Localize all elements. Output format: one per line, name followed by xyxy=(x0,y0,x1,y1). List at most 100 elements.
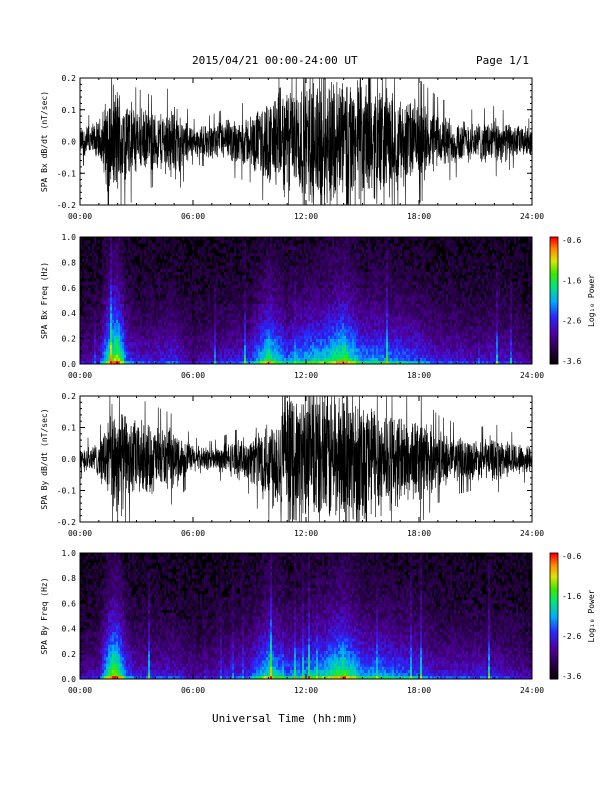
spectrogram-cell xyxy=(248,329,250,332)
spectrogram-cell xyxy=(134,351,136,354)
spectrogram-cell xyxy=(336,354,338,357)
spectrogram-cell xyxy=(262,313,264,316)
spectrogram-cell xyxy=(216,339,218,342)
spectrogram-cell xyxy=(130,278,132,281)
spectrogram-cell xyxy=(154,256,156,259)
spectrogram-cell xyxy=(276,253,278,256)
spectrogram-cell xyxy=(160,281,162,284)
spectrogram-cell xyxy=(304,297,306,300)
spectrogram-cell xyxy=(240,354,242,357)
spectrogram-cell xyxy=(320,291,322,294)
spectrogram-cell xyxy=(124,285,126,288)
spectrogram-cell xyxy=(312,262,314,265)
spectrogram-cell xyxy=(90,335,92,338)
spectrogram-cell xyxy=(156,253,158,256)
spectrogram-cell xyxy=(268,332,270,335)
spectrogram-cell xyxy=(300,354,302,357)
spectrogram-cell xyxy=(94,269,96,272)
spectrogram-cell xyxy=(212,253,214,256)
spectrogram-cell xyxy=(126,335,128,338)
spectrogram-cell xyxy=(98,326,100,329)
spectrogram-cell xyxy=(198,237,200,240)
spectrogram-cell xyxy=(256,304,258,307)
spectrogram-cell xyxy=(296,313,298,316)
spectrogram-cell xyxy=(86,297,88,300)
spectrogram-cell xyxy=(208,304,210,307)
spectrogram-cell xyxy=(160,345,162,348)
spectrogram-cell xyxy=(144,316,146,319)
spectrogram-cell xyxy=(120,262,122,265)
spectrogram-cell xyxy=(326,269,328,272)
spectrogram-cell xyxy=(148,339,150,342)
spectrogram-cell xyxy=(222,304,224,307)
spectrogram-cell xyxy=(198,247,200,250)
spectrogram-cell xyxy=(162,272,164,275)
spectrogram-cell xyxy=(272,335,274,338)
spectrogram-cell xyxy=(128,313,130,316)
spectrogram-cell xyxy=(290,256,292,259)
spectrogram-cell xyxy=(336,313,338,316)
spectrogram-cell xyxy=(322,332,324,335)
spectrogram-cell xyxy=(108,288,110,291)
spectrogram-cell xyxy=(134,332,136,335)
spectrogram-cell xyxy=(278,275,280,278)
spectrogram-cell xyxy=(102,326,104,329)
spectrogram-cell xyxy=(206,310,208,313)
spectrogram-cell xyxy=(338,288,340,291)
spectrogram-cell xyxy=(152,339,154,342)
spectrogram-cell xyxy=(194,288,196,291)
spectrogram-cell xyxy=(184,345,186,348)
spectrogram-cell xyxy=(256,269,258,272)
spectrogram-cell xyxy=(346,307,348,310)
spectrogram-cell xyxy=(134,358,136,361)
spectrogram-cell xyxy=(276,266,278,269)
spectrogram-cell xyxy=(154,301,156,304)
spectrogram-cell xyxy=(290,301,292,304)
spectrogram-cell xyxy=(324,332,326,335)
spectrogram-cell xyxy=(230,354,232,357)
spectrogram-cell xyxy=(128,326,130,329)
spectrogram-cell xyxy=(144,291,146,294)
spectrogram-cell xyxy=(190,332,192,335)
spectrogram-cell xyxy=(294,250,296,253)
spectrogram-cell xyxy=(222,342,224,345)
spectrogram-cell xyxy=(262,285,264,288)
spectrogram-cell xyxy=(182,332,184,335)
spectrogram-cell xyxy=(352,253,354,256)
spectrogram-cell xyxy=(260,275,262,278)
spectrogram-cell xyxy=(108,304,110,307)
spectrogram-cell xyxy=(334,262,336,265)
spectrogram-cell xyxy=(138,320,140,323)
spectrogram-cell xyxy=(354,358,356,361)
spectrogram-cell xyxy=(166,272,168,275)
spectrogram-cell xyxy=(284,256,286,259)
spectrogram-cell xyxy=(272,253,274,256)
spectrogram-cell xyxy=(142,351,144,354)
spectrogram-cell xyxy=(304,354,306,357)
spectrogram-cell xyxy=(334,256,336,259)
spectrogram-cell xyxy=(156,281,158,284)
spectrogram-cell xyxy=(324,288,326,291)
spectrogram-cell xyxy=(296,304,298,307)
spectrogram-cell xyxy=(122,269,124,272)
spectrogram-cell xyxy=(156,313,158,316)
spectrogram-cell xyxy=(146,288,148,291)
spectrogram-cell xyxy=(124,329,126,332)
spectrogram-cell xyxy=(328,262,330,265)
spectrogram-cell xyxy=(258,266,260,269)
spectrogram-cell xyxy=(84,294,86,297)
spectrogram-cell xyxy=(98,329,100,332)
spectrogram-cell xyxy=(122,297,124,300)
spectrogram-cell xyxy=(326,307,328,310)
spectrogram-cell xyxy=(172,297,174,300)
spectrogram-cell xyxy=(242,288,244,291)
spectrogram-cell xyxy=(232,323,234,326)
spectrogram-cell xyxy=(346,291,348,294)
spectrogram-cell xyxy=(140,320,142,323)
spectrogram-cell xyxy=(148,262,150,265)
spectrogram-cell xyxy=(94,243,96,246)
spectrogram-cell xyxy=(334,285,336,288)
spectrogram-cell xyxy=(286,275,288,278)
spectrogram-cell xyxy=(174,332,176,335)
spectrogram-cell xyxy=(246,294,248,297)
